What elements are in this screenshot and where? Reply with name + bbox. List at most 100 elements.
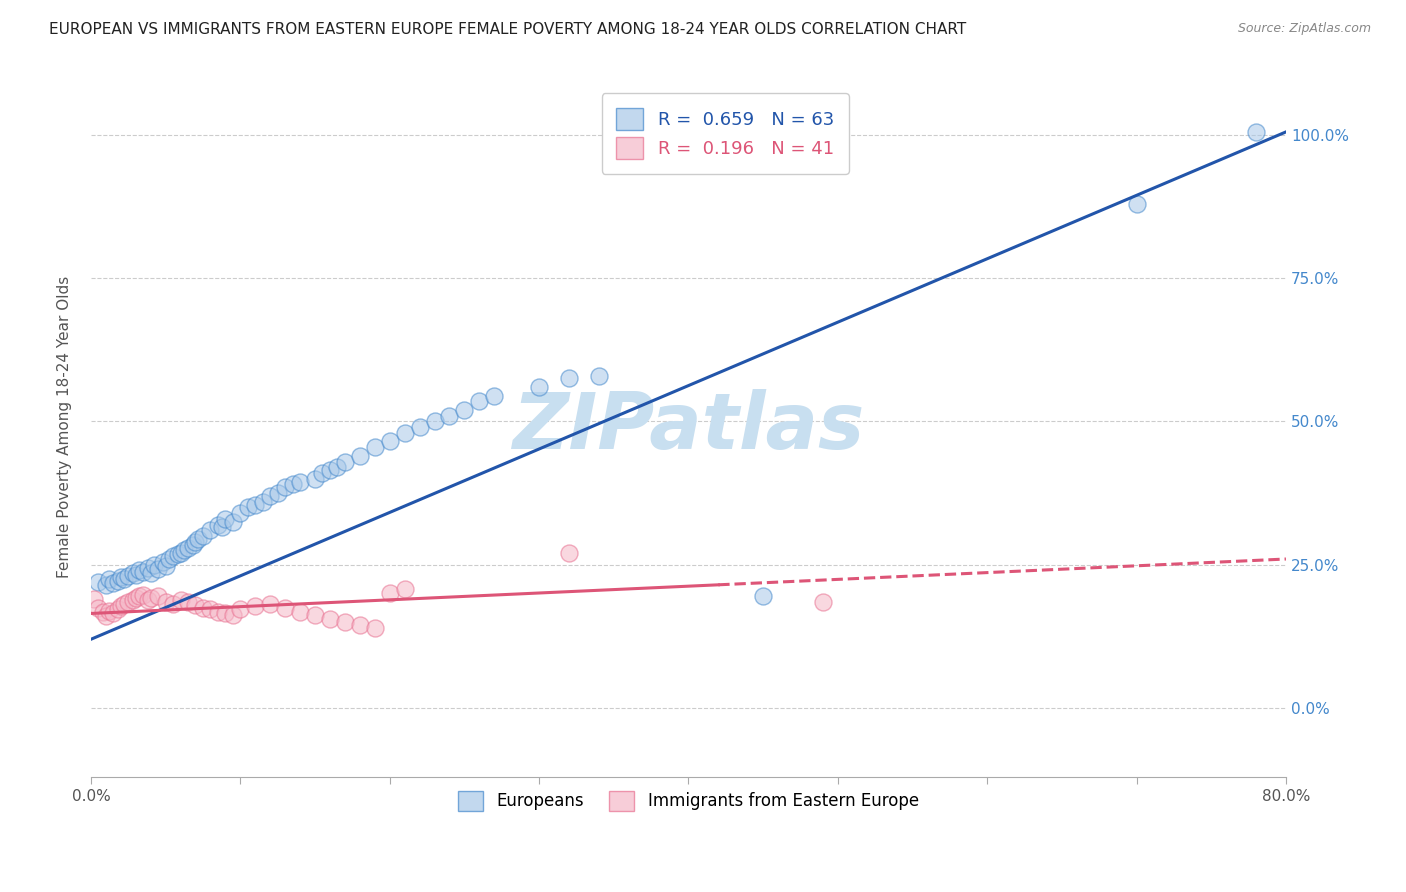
Point bbox=[107, 574, 129, 588]
Y-axis label: Female Poverty Among 18-24 Year Olds: Female Poverty Among 18-24 Year Olds bbox=[58, 276, 72, 578]
Point bbox=[117, 595, 139, 609]
Point bbox=[128, 589, 150, 603]
Point bbox=[132, 588, 155, 602]
Point bbox=[103, 607, 125, 621]
Point bbox=[304, 608, 326, 623]
Point bbox=[112, 597, 135, 611]
Point bbox=[155, 595, 177, 609]
Point bbox=[169, 593, 191, 607]
Point bbox=[378, 586, 401, 600]
Point bbox=[229, 602, 252, 616]
Point bbox=[103, 576, 125, 591]
Point bbox=[136, 593, 159, 607]
Point bbox=[191, 600, 214, 615]
Point bbox=[91, 605, 114, 619]
Point bbox=[281, 477, 304, 491]
Point bbox=[288, 475, 311, 489]
Point bbox=[128, 564, 150, 578]
Point bbox=[139, 591, 162, 605]
Point bbox=[222, 608, 245, 623]
Point bbox=[177, 595, 200, 609]
Point bbox=[288, 605, 311, 619]
Point bbox=[117, 569, 139, 583]
Point bbox=[207, 605, 229, 619]
Point bbox=[152, 555, 174, 569]
Point bbox=[319, 612, 342, 626]
Point bbox=[752, 589, 775, 603]
Point bbox=[236, 500, 259, 515]
Point bbox=[214, 607, 236, 621]
Point bbox=[439, 409, 461, 423]
Point bbox=[173, 543, 195, 558]
Point bbox=[136, 560, 159, 574]
Point bbox=[200, 524, 222, 538]
Point bbox=[166, 548, 188, 562]
Point bbox=[110, 570, 132, 584]
Point bbox=[558, 371, 581, 385]
Point bbox=[184, 598, 207, 612]
Point bbox=[132, 565, 155, 579]
Point bbox=[125, 591, 148, 605]
Point bbox=[274, 480, 297, 494]
Point bbox=[187, 532, 209, 546]
Text: Source: ZipAtlas.com: Source: ZipAtlas.com bbox=[1237, 22, 1371, 36]
Point bbox=[157, 552, 180, 566]
Point bbox=[304, 472, 326, 486]
Point bbox=[364, 440, 387, 454]
Point bbox=[87, 600, 110, 615]
Point bbox=[142, 558, 165, 572]
Point bbox=[121, 593, 143, 607]
Point bbox=[245, 498, 267, 512]
Point bbox=[214, 512, 236, 526]
Point bbox=[177, 541, 200, 555]
Point bbox=[423, 414, 446, 428]
Point bbox=[811, 595, 834, 609]
Point bbox=[468, 394, 491, 409]
Point bbox=[155, 558, 177, 573]
Point bbox=[558, 546, 581, 560]
Point bbox=[1244, 125, 1267, 139]
Point bbox=[191, 529, 214, 543]
Point bbox=[87, 574, 110, 589]
Point bbox=[94, 609, 117, 624]
Point bbox=[229, 506, 252, 520]
Point bbox=[184, 534, 207, 549]
Text: EUROPEAN VS IMMIGRANTS FROM EASTERN EUROPE FEMALE POVERTY AMONG 18-24 YEAR OLDS : EUROPEAN VS IMMIGRANTS FROM EASTERN EURO… bbox=[49, 22, 966, 37]
Point bbox=[222, 515, 245, 529]
Point bbox=[259, 489, 281, 503]
Point bbox=[453, 403, 475, 417]
Point bbox=[112, 572, 135, 586]
Point bbox=[97, 604, 120, 618]
Point bbox=[349, 618, 371, 632]
Point bbox=[245, 599, 267, 613]
Point bbox=[527, 380, 550, 394]
Point bbox=[408, 420, 430, 434]
Point bbox=[252, 494, 274, 508]
Point bbox=[97, 572, 120, 586]
Point bbox=[162, 597, 184, 611]
Text: ZIPatlas: ZIPatlas bbox=[512, 389, 865, 465]
Point bbox=[146, 589, 169, 603]
Point bbox=[484, 389, 506, 403]
Point bbox=[139, 566, 162, 581]
Point bbox=[274, 600, 297, 615]
Point bbox=[333, 454, 356, 468]
Point bbox=[107, 602, 129, 616]
Point bbox=[333, 615, 356, 629]
Point bbox=[259, 597, 281, 611]
Point bbox=[200, 602, 222, 616]
Point bbox=[588, 368, 610, 383]
Point bbox=[94, 578, 117, 592]
Point bbox=[146, 562, 169, 576]
Point bbox=[125, 568, 148, 582]
Legend: Europeans, Immigrants from Eastern Europe: Europeans, Immigrants from Eastern Europ… bbox=[444, 778, 932, 824]
Point bbox=[319, 463, 342, 477]
Point bbox=[311, 466, 333, 480]
Point bbox=[266, 486, 288, 500]
Point bbox=[83, 592, 105, 607]
Point bbox=[121, 566, 143, 581]
Point bbox=[169, 546, 191, 560]
Point bbox=[211, 520, 233, 534]
Point bbox=[181, 538, 204, 552]
Point bbox=[364, 621, 387, 635]
